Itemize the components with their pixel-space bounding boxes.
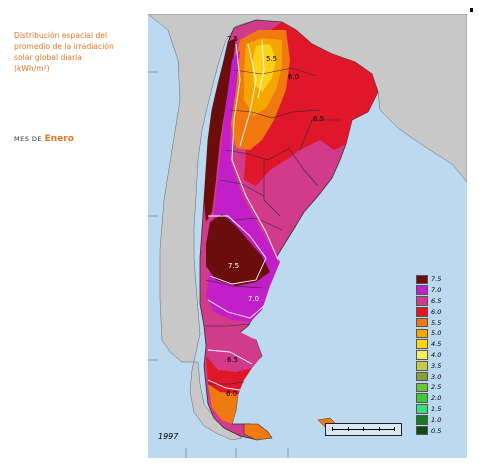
zone-7-5-core [206,214,270,286]
tierra-del-fuego [243,423,273,441]
month-prefix: MES DE [14,135,43,143]
legend-item: 0.5 [416,425,441,436]
month-label: MES DE Enero [14,134,74,144]
title-line-2: promedio de la irradiación [14,42,114,51]
legend-item: 4.5 [416,339,441,350]
contour-label: 6.5 [227,356,238,364]
legend: 7.5 7.0 6.5 6.0 5.5 5.0 4.5 4.0 3.5 3.0 … [416,274,441,436]
title-line-3: solar global diaria [14,53,82,62]
corner-mark [470,8,473,12]
graticule-ticks [148,71,289,458]
legend-item: 3.5 [416,360,441,371]
scale-bar [325,423,402,436]
contour-label: 6.5 [313,115,324,123]
legend-item: 6.5 [416,296,441,307]
title-line-1: Distribución espacial del [14,31,108,40]
month-name: Enero [44,134,74,144]
title-line-4: (kWh/m²) [14,64,50,73]
isolines [207,39,279,391]
contour-label: 7.0 [248,295,259,303]
contour-labels: 7.5 5.5 6.0 6.5 7.5 7.0 6.5 6.0 [226,35,324,398]
legend-item: 7.0 [416,285,441,296]
zone-7-5-andes [204,38,236,222]
legend-item: 4.0 [416,350,441,361]
contour-label: 5.5 [266,55,277,63]
map-title: Distribución espacial del promedio de la… [14,30,144,74]
contour-label: 7.5 [227,35,238,43]
legend-item: 1.0 [416,414,441,425]
legend-item: 6.0 [416,306,441,317]
year-label: 1997 [158,432,179,441]
province-borders [204,67,340,385]
zone-6-5-south [206,326,262,372]
legend-item: 2.5 [416,382,441,393]
legend-item: 5.5 [416,317,441,328]
legend-item: 2.0 [416,393,441,404]
contour-label: 7.5 [228,262,239,270]
irradiation-map: 7.5 5.5 6.0 6.5 7.5 7.0 6.5 6.0 [148,14,467,458]
legend-item: 5.0 [416,328,441,339]
legend-item: 7.5 [416,274,441,285]
legend-item: 3.0 [416,371,441,382]
contour-label: 6.0 [226,390,237,398]
contour-label: 6.0 [288,73,299,81]
zone-5-5-south [208,384,238,424]
legend-item: 1.5 [416,404,441,415]
